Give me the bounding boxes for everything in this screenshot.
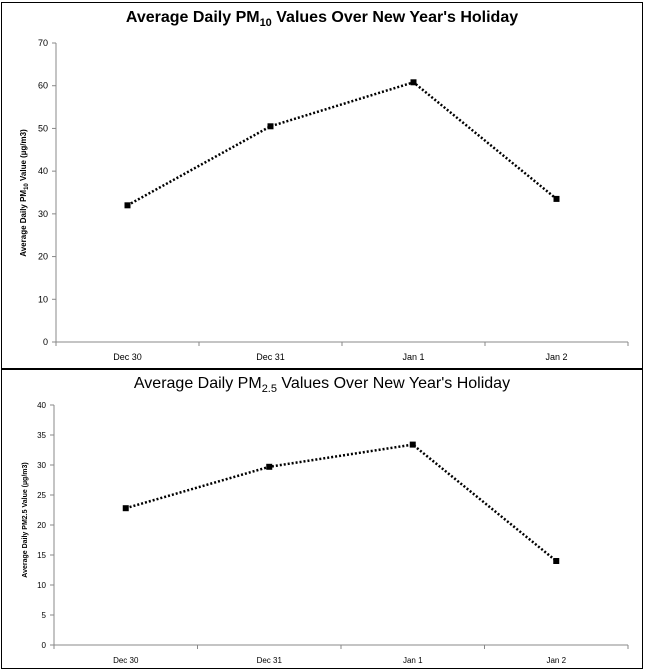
pm25-y-tick-label: 5 xyxy=(42,611,47,620)
pm25-x-tick-label: Jan 2 xyxy=(546,656,566,665)
pm25-y-tick-label: 25 xyxy=(37,491,46,500)
pm10-y-tick-label: 70 xyxy=(38,38,48,48)
pm25-title-main: Average Daily PM xyxy=(133,375,262,392)
pm10-chart-panel: Average Daily PM10 Values Over New Year'… xyxy=(1,2,643,369)
pm10-chart-title: Average Daily PM10 Values Over New Year'… xyxy=(2,9,642,29)
pm10-y-tick-label: 60 xyxy=(38,81,48,91)
pm10-data-point xyxy=(124,202,131,209)
pm25-y-axis-title: Average Daily PM2.5 Value (µg/m3) xyxy=(22,462,29,577)
pm25-data-point xyxy=(266,463,273,470)
pm25-data-point xyxy=(122,505,129,512)
pm10-x-tick-label: Dec 30 xyxy=(113,352,142,362)
pm10-y-tick-label: 40 xyxy=(38,166,48,176)
pm25-y-tick-label: 20 xyxy=(37,521,46,530)
pm10-x-tick-label: Jan 1 xyxy=(402,352,424,362)
pm10-y-tick-label: 20 xyxy=(38,252,48,262)
pm10-title-main: Average Daily PM xyxy=(125,9,260,26)
pm25-y-tick-label: 30 xyxy=(37,461,46,470)
pm10-title-subscript: 10 xyxy=(259,17,272,29)
pm10-data-point xyxy=(553,195,560,202)
pm25-data-point xyxy=(409,441,416,448)
pm25-data-point xyxy=(553,558,560,564)
pm10-y-tick-label: 50 xyxy=(38,123,48,133)
pm25-y-tick-label: 40 xyxy=(37,401,46,410)
pm25-y-tick-label: 15 xyxy=(37,551,46,560)
pm25-y-tick-label: 0 xyxy=(42,641,47,650)
pm10-data-point xyxy=(410,79,417,86)
pm10-x-tick-label: Jan 2 xyxy=(545,352,567,362)
pm25-x-tick-label: Jan 1 xyxy=(403,656,423,665)
pm25-title-subscript: 2.5 xyxy=(261,383,277,395)
pm25-title-rest: Values Over New Year's Holiday xyxy=(276,375,511,392)
pm10-title-rest: Values Over New Year's Holiday xyxy=(271,9,519,26)
pm25-y-tick-label: 10 xyxy=(37,581,46,590)
pm10-data-point xyxy=(267,123,274,130)
pm10-y-tick-label: 0 xyxy=(43,337,48,347)
pm10-y-tick-label: 30 xyxy=(38,209,48,219)
pm25-y-tick-label: 35 xyxy=(37,431,46,440)
pm25-chart-title: Average Daily PM2.5 Values Over New Year… xyxy=(2,375,642,395)
pm25-x-tick-label: Dec 31 xyxy=(257,656,283,665)
pm25-line-chart: 0 5 10 15 20 25 30 35 40 Dec 30 Dec 31 Jan 1 Jan 2 Av… xyxy=(22,401,629,665)
pm10-y-axis-title: Average Daily PM10 Value (µg/m3) xyxy=(19,129,30,257)
pm25-chart-panel: Average Daily PM2.5 Values Over New Year… xyxy=(1,369,643,669)
pm25-series-line xyxy=(125,443,558,562)
pm10-y-tick-label: 10 xyxy=(38,294,48,304)
pm25-x-tick-label: Dec 30 xyxy=(113,656,139,665)
pm10-series-line xyxy=(126,80,558,207)
pm10-x-tick-label: Dec 31 xyxy=(256,352,285,362)
pm10-line-chart: 0 10 20 30 40 50 60 70 Dec 30 Dec 31 Jan 1 Jan 2 Ave… xyxy=(19,38,629,362)
